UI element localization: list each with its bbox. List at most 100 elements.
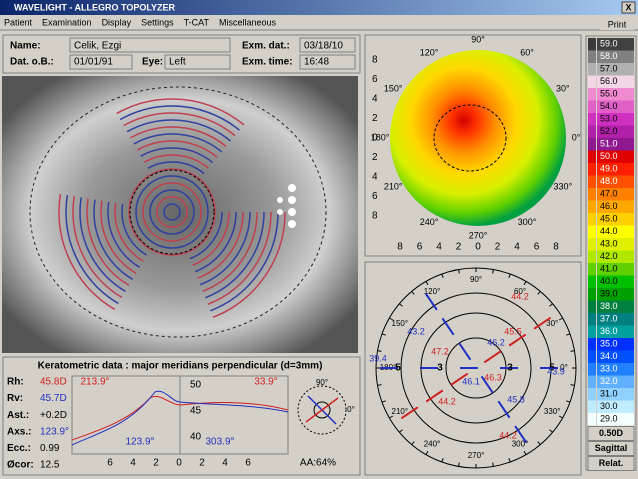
scale-label: 48.0 [600,176,618,186]
y-tick-label: 4 [372,172,378,183]
scale-mode[interactable]: Sagittal [595,443,628,453]
swatch [588,125,596,138]
angle-label: 120° [420,48,439,58]
ring-label: 5 [395,363,401,374]
swatch [588,213,596,226]
label-bg [597,100,634,113]
y-tick-label: 45 [190,406,202,417]
tick [399,303,403,307]
button[interactable] [587,456,635,471]
row-value: 123.9° [40,426,69,437]
color-scale: 59.0 58.0 57.0 56.0 55.0 54.0 53.0 52.0 51.0 50.0… [587,38,635,471]
ring [100,140,244,284]
label-bg [597,63,634,76]
swatch [588,338,596,351]
compass-axis [305,397,339,423]
meridian-value: 44.2 [511,291,529,301]
angle-label: 270° [469,230,488,240]
x-tick-label: 6 [534,242,540,253]
meridian-angle: 303.9° [205,437,234,448]
label-bg [597,350,634,363]
label: Name: [10,41,41,52]
menu-bar: Patient Examination Display Settings T-CAT Mi… [4,17,276,27]
swatch [588,363,596,376]
swatch [588,113,596,126]
button[interactable] [587,426,635,441]
title-bar [0,0,638,15]
scale-label: 36.0 [600,326,618,336]
angle-label: 120° [424,287,441,296]
scale-label: 42.0 [600,251,618,261]
label-bg [597,150,634,163]
ring-label: 3 [437,363,443,374]
swatch [588,275,596,288]
tick [492,462,494,467]
row-label: Ecc.: [7,443,31,454]
placido-rings [58,98,286,326]
tick [523,281,527,286]
angle-label: 60° [520,48,534,58]
angle-label: 30° [556,83,570,93]
label-bg [597,188,634,201]
tick [377,384,382,386]
label-bg [597,375,634,388]
field [69,54,133,70]
meridian-value: 47.2 [431,346,449,356]
scale-label: 39.0 [600,289,618,299]
button[interactable] [587,441,635,456]
scale-label: 44.0 [600,226,618,236]
scale-label: 47.0 [600,189,618,199]
scale-label: 34.0 [600,351,618,361]
scale-label: 53.0 [600,114,618,124]
swatch [588,413,596,426]
x-tick-label: 6 [417,242,423,253]
menu-item[interactable]: Patient [4,17,33,27]
scale-label: 32.0 [600,376,618,386]
scale-label: 35.0 [600,339,618,349]
label-bg [597,125,634,138]
scale-scale[interactable]: Relat. [599,458,624,468]
row-label: Øcor: [7,460,34,471]
menu-item[interactable]: Miscellaneous [219,17,277,27]
menu-item[interactable]: Display [102,17,132,27]
meridian-value: 44.2 [438,396,456,406]
menu-item[interactable]: Settings [141,17,174,27]
scale-step[interactable]: 0.50D [599,428,624,438]
compass-label: 0° [347,405,355,414]
angle-label: 240° [424,439,441,448]
ring [156,196,188,228]
close-button[interactable] [621,1,636,14]
scale-label: 31.0 [600,389,618,399]
scale-label: 33.0 [600,364,618,374]
ring-label: 3 [507,363,513,374]
tick [389,415,394,419]
label-bg [597,88,634,101]
menu-item[interactable]: T-CAT [184,17,210,27]
label-bg [597,113,634,126]
angle-label: 180° [371,132,390,142]
print-button[interactable] [600,20,634,30]
label-bg [597,75,634,88]
angle-label: 210° [384,181,403,191]
menu-item[interactable]: Examination [42,17,92,27]
x-tick-label: 0 [176,458,182,469]
scale-label: 45.0 [600,214,618,224]
x-tick-label: 4 [130,458,136,469]
print-label[interactable]: Print [608,19,627,29]
meridian-value: 44.2 [499,430,517,440]
swatch [588,150,596,163]
swatch [588,200,596,213]
ring-label: 5 [549,363,555,374]
meridian-value: 46.1 [462,376,480,386]
label-bg [597,388,634,401]
tick [537,291,541,295]
close-label[interactable]: X [625,2,631,12]
reflex-dots [277,184,296,228]
scale-label: 54.0 [600,101,618,111]
label: Eye: [142,57,163,68]
compass [297,385,347,435]
swatch [588,138,596,151]
meridian [483,311,560,364]
field [299,37,356,53]
